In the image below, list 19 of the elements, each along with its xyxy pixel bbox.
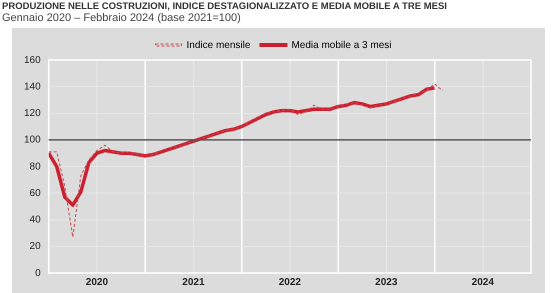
y-tick-label: 60 <box>30 188 42 199</box>
chart-subtitle: Gennaio 2020 – Febbraio 2024 (base 2021=100) <box>2 12 242 24</box>
chart-title: PRODUZIONE NELLE COSTRUZIONI, INDICE DESTAGIONALIZZATO E MEDIA MOBILE A TRE MESI <box>2 1 448 12</box>
y-tick-label: 80 <box>30 161 42 172</box>
y-tick-label: 160 <box>24 54 42 66</box>
y-tick-label: 40 <box>30 214 42 226</box>
y-tick-label: 100 <box>24 134 42 146</box>
x-tick-label: 2021 <box>182 276 205 288</box>
y-tick-label: 20 <box>30 241 42 252</box>
x-tick-label: 2023 <box>375 276 398 288</box>
legend-label: Indice mensile <box>186 40 251 51</box>
x-tick-label: 2024 <box>472 276 494 288</box>
y-tick-label: 120 <box>24 108 42 119</box>
y-tick-label: 140 <box>24 81 42 92</box>
line-series <box>48 83 444 238</box>
x-tick-label: 2020 <box>86 276 108 288</box>
y-tick-label: 0 <box>35 268 42 279</box>
x-tick-label: 2022 <box>278 276 302 288</box>
legend-label: Media mobile a 3 mesi <box>291 40 392 51</box>
